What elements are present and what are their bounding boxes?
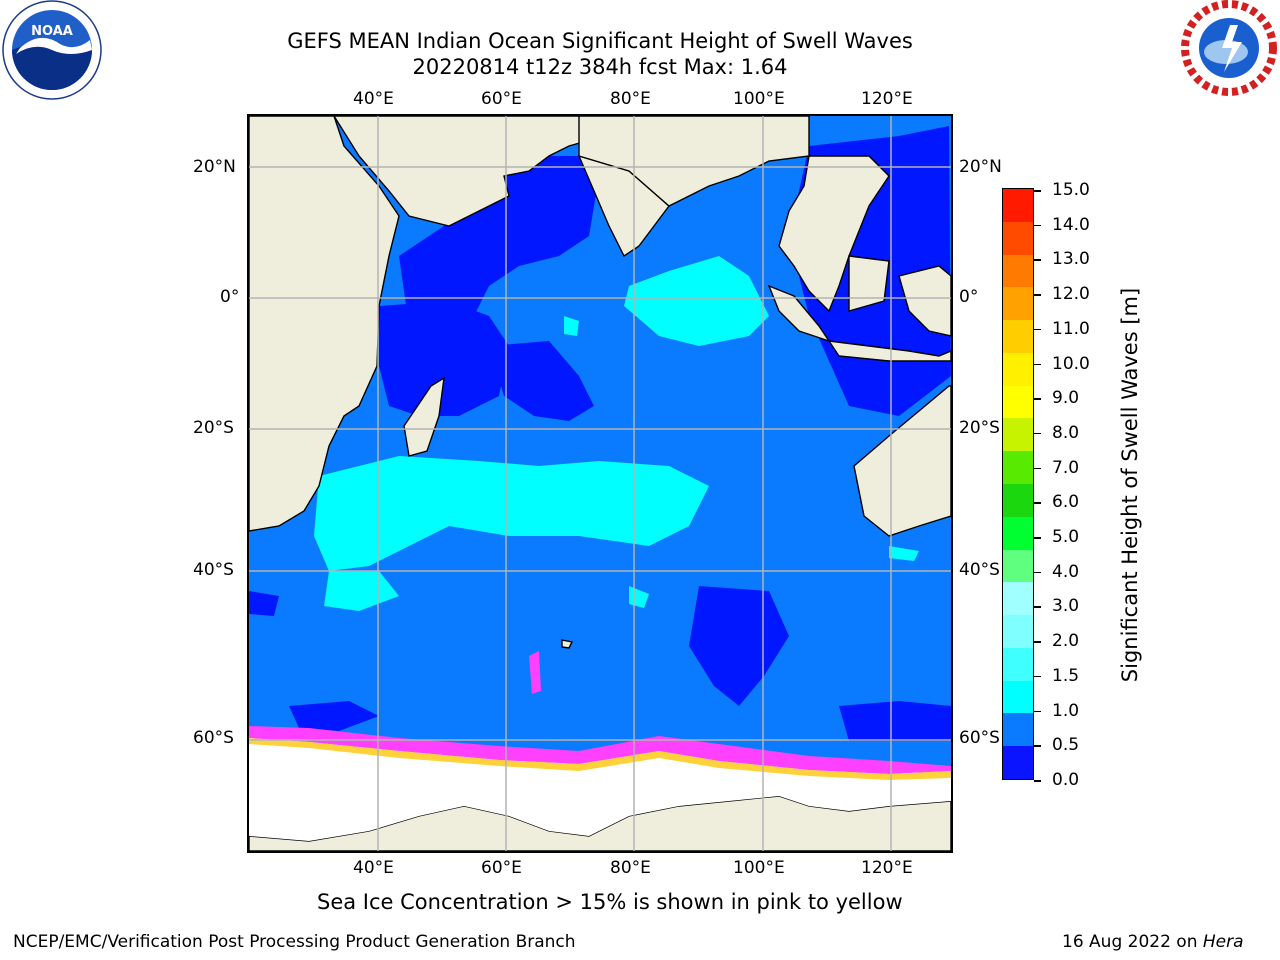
svg-text:NOAA: NOAA [31, 24, 73, 39]
colorbar-tick-mark [1034, 363, 1041, 366]
sea-ice-patch [529, 651, 541, 694]
lat-tick-left-20n: 20°N [193, 157, 236, 177]
lat-tick-left-40s: 40°S [193, 560, 234, 580]
colorbar-swatch [1003, 647, 1033, 681]
lat-tick-right-0: 0° [959, 287, 979, 307]
colorbar-tick-label: 6.0 [1052, 492, 1080, 513]
colorbar-tick-label: 0.0 [1052, 770, 1080, 790]
colorbar-tick-label: 1.5 [1052, 665, 1080, 686]
colorbar-swatch [1003, 418, 1033, 452]
colorbar-tick-label: 3.0 [1052, 596, 1080, 617]
map-svg [249, 116, 951, 851]
colorbar-swatch [1003, 287, 1033, 321]
lon-tick-top-120e: 120°E [861, 89, 913, 109]
noaa-logo-icon: NOAA [0, 0, 110, 100]
colorbar-swatch [1003, 746, 1033, 779]
colorbar-tick-label: 10.0 [1052, 353, 1090, 374]
colorbar-tick-mark [1034, 294, 1041, 296]
colorbar-tick-mark [1034, 502, 1041, 504]
lat-tick-right-20s: 20°S [959, 418, 1000, 438]
colorbar-tick-label: 9.0 [1052, 388, 1080, 409]
colorbar-tick-label: 4.0 [1052, 561, 1080, 582]
swell-low-regions [249, 126, 951, 741]
colorbar-swatch [1003, 549, 1033, 583]
lat-tick-left-60s: 60°S [193, 728, 234, 748]
lon-tick-bottom-60e: 60°E [481, 858, 522, 878]
colorbar-tick-mark [1034, 432, 1041, 435]
colorbar-tick-mark [1034, 224, 1041, 227]
colorbar-tick-mark [1034, 571, 1041, 574]
colorbar-tick-mark [1034, 190, 1041, 192]
lat-tick-right-40s: 40°S [959, 560, 1000, 580]
machine-name: Hera [1202, 932, 1244, 952]
ice-note: Sea Ice Concentration > 15% is shown in … [317, 890, 903, 914]
lon-tick-bottom-100e: 100°E [733, 858, 785, 878]
colorbar-swatch [1003, 713, 1033, 747]
colorbar-swatch [1003, 189, 1033, 222]
chart-subtitle: 20220814 t12z 384h fcst Max: 1.64 [412, 55, 788, 79]
colorbar-swatch [1003, 320, 1033, 353]
colorbar-tick-label: 5.0 [1052, 527, 1080, 548]
lat-tick-right-20n: 20°N [959, 157, 1002, 177]
colorbar-tick-label: 13.0 [1052, 249, 1090, 270]
date-credit: 16 Aug 2022 on Hera [1062, 932, 1244, 952]
lon-tick-bottom-120e: 120°E [861, 858, 913, 878]
colorbar-tick-mark [1034, 641, 1041, 643]
colorbar-swatch [1003, 582, 1033, 616]
colorbar-tick-label: 0.5 [1052, 735, 1080, 756]
colorbar-tick-mark [1034, 675, 1041, 678]
colorbar-swatch [1003, 615, 1033, 648]
lon-tick-top-80e: 80°E [610, 89, 651, 109]
nws-logo-icon [1178, 0, 1280, 100]
branch-credit: NCEP/EMC/Verification Post Processing Pr… [13, 932, 576, 952]
colorbar [1002, 188, 1034, 780]
colorbar-tick-mark [1034, 710, 1041, 713]
lat-tick-left-20s: 20°S [193, 418, 234, 438]
colorbar-tick-mark [1034, 537, 1041, 539]
land-masses [249, 116, 951, 851]
colorbar-swatch [1003, 483, 1033, 517]
colorbar-tick-mark [1034, 780, 1041, 782]
colorbar-tick-label: 1.0 [1052, 700, 1080, 721]
colorbar-tick-mark [1034, 398, 1041, 400]
colorbar-tick-mark [1034, 606, 1041, 608]
colorbar-tick-label: 7.0 [1052, 457, 1080, 478]
colorbar-tick-label: 8.0 [1052, 422, 1080, 443]
colorbar-swatch [1003, 254, 1033, 288]
lat-tick-left-0: 0° [220, 287, 240, 307]
colorbar-swatch [1003, 352, 1033, 386]
colorbar-tick-mark [1034, 467, 1041, 470]
colorbar-tick-label: 15.0 [1052, 180, 1090, 200]
colorbar-tick-label: 14.0 [1052, 214, 1090, 235]
colorbar-swatch [1003, 221, 1033, 255]
sea-ice-edge-pink [249, 726, 951, 774]
swell-mid-regions [314, 256, 919, 611]
date-prefix: 16 Aug 2022 on [1062, 932, 1203, 952]
colorbar-tick-mark [1034, 328, 1041, 331]
lon-tick-bottom-80e: 80°E [610, 858, 651, 878]
map-panel [247, 114, 953, 853]
map-gridlines [249, 116, 951, 851]
lon-tick-top-60e: 60°E [481, 89, 522, 109]
colorbar-tick-mark [1034, 745, 1041, 747]
lon-tick-bottom-40e: 40°E [353, 858, 394, 878]
colorbar-tick-label: 12.0 [1052, 284, 1090, 305]
lon-tick-top-100e: 100°E [733, 89, 785, 109]
chart-title: GEFS MEAN Indian Ocean Significant Heigh… [287, 29, 913, 53]
colorbar-tick-mark [1034, 259, 1041, 261]
colorbar-tick-label: 2.0 [1052, 631, 1080, 652]
colorbar-label: Significant Height of Swell Waves [m] [1118, 287, 1142, 683]
colorbar-swatch [1003, 451, 1033, 484]
ice-covered-region [249, 736, 951, 841]
colorbar-swatch [1003, 516, 1033, 550]
colorbar-swatch [1003, 385, 1033, 419]
sea-ice-edge-yellow [249, 738, 951, 780]
colorbar-tick-label: 11.0 [1052, 318, 1090, 339]
lon-tick-top-40e: 40°E [353, 89, 394, 109]
colorbar-swatch [1003, 680, 1033, 714]
lat-tick-right-60s: 60°S [959, 728, 1000, 748]
